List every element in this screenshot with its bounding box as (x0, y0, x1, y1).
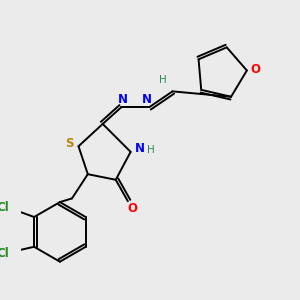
Text: N: N (142, 93, 152, 106)
Text: O: O (128, 202, 137, 215)
Text: N: N (118, 93, 128, 106)
Text: H: H (159, 75, 167, 85)
Text: S: S (65, 137, 74, 150)
Text: Cl: Cl (0, 201, 9, 214)
Text: H: H (147, 145, 155, 155)
Text: N: N (135, 142, 145, 154)
Text: Cl: Cl (0, 247, 9, 260)
Text: O: O (250, 63, 260, 76)
